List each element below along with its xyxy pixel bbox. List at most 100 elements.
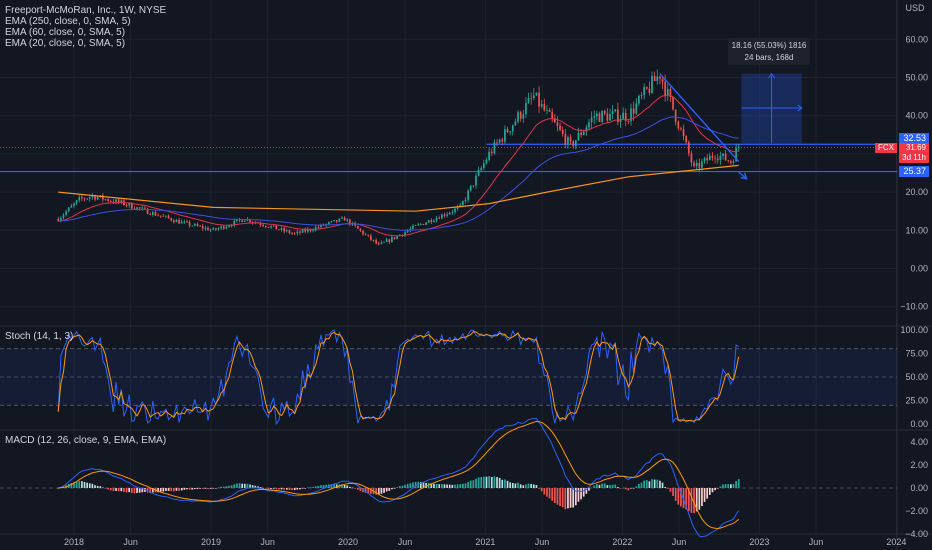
candle-body [527, 97, 530, 104]
macd-histogram-bar [475, 478, 477, 488]
upper-level-tag: 32.53 [899, 133, 929, 144]
macd-histogram-bar [317, 485, 320, 488]
candle-body [128, 203, 131, 206]
candle-body [435, 217, 438, 221]
macd-histogram-bar [309, 487, 312, 488]
macd-histogram-bar [446, 484, 448, 488]
macd-label[interactable]: MACD (12, 26, close, 9, EMA, EMA) [5, 435, 167, 446]
symbol-title[interactable]: Freeport-McMoRan, Inc., 1W, NYSE [5, 5, 167, 16]
macd-histogram-bar [611, 484, 614, 488]
macd-histogram-bar [356, 488, 359, 490]
candle-body [488, 151, 490, 160]
candle-body [638, 95, 640, 104]
candle-body [120, 200, 123, 203]
candle-body [280, 228, 283, 230]
macd-tick-label: −2.00 [905, 506, 928, 516]
ema-20-label[interactable]: EMA (20, close, 0, SMA, 5) [5, 38, 126, 49]
candle-body [73, 203, 75, 206]
candle-body [330, 221, 333, 223]
currency-label: USD [905, 3, 925, 13]
candle-body [356, 225, 359, 229]
macd-histogram-bar [159, 488, 162, 492]
candle-body [427, 220, 430, 223]
candle-body [440, 214, 443, 219]
macd-histogram-bar [270, 488, 272, 489]
macd-histogram-bar [257, 486, 259, 488]
ema-250-label[interactable]: EMA (250, close, 0, SMA, 5) [5, 16, 131, 27]
candle-body [595, 113, 598, 117]
macd-histogram-bar [325, 484, 328, 488]
candle-body [312, 230, 314, 232]
candle-body [259, 223, 262, 225]
macd-histogram-bar [128, 488, 131, 493]
ema-60-label[interactable]: EMA (60, close, 0, SMA, 5) [5, 27, 126, 38]
macd-histogram-bar [322, 485, 325, 488]
macd-histogram-bar [194, 488, 196, 490]
macd-histogram-bar [609, 485, 611, 488]
candle-body [517, 112, 519, 122]
macd-histogram-bar [527, 483, 530, 488]
candle-body [167, 215, 170, 219]
macd-histogram-bar [91, 483, 94, 488]
macd-histogram-bar [230, 485, 233, 488]
macd-histogram-bar [619, 488, 622, 489]
measure-arrow-head [768, 72, 775, 79]
macd-histogram-bar [582, 488, 585, 497]
candle-body [454, 208, 456, 213]
candle-body [212, 228, 215, 230]
candle-body [125, 205, 128, 206]
candle-body [617, 109, 619, 123]
macd-histogram-bar [109, 488, 112, 491]
candle-body [196, 224, 199, 226]
macd-histogram-bar [346, 485, 349, 488]
macd-histogram-bar [296, 488, 299, 490]
macd-histogram-bar [664, 487, 667, 488]
macd-histogram-bar [525, 484, 527, 488]
candle-body [483, 163, 485, 168]
macd-histogram-bar [285, 488, 288, 490]
macd-histogram-bar [666, 488, 669, 489]
candle-body [564, 134, 567, 145]
candle-body [651, 75, 653, 93]
macd-histogram-bar [569, 488, 572, 508]
measure-change: 18.16 (55.03%) 1816 [731, 41, 807, 50]
macd-histogram-bar [380, 488, 383, 494]
macd-histogram-bar [123, 488, 125, 492]
candle-body [574, 140, 577, 147]
candle-body [519, 112, 522, 119]
time-axis-label: 2023 [749, 537, 769, 547]
macd-histogram-bar [588, 488, 590, 491]
candle-body [588, 122, 590, 128]
macd-histogram-bar [572, 488, 575, 508]
candle-body [278, 229, 280, 231]
macd-histogram-bar [556, 488, 559, 505]
macd-histogram-bar [241, 483, 244, 488]
macd-histogram-bar [656, 479, 659, 488]
macd-histogram-bar [719, 486, 722, 488]
candle-body [199, 225, 201, 227]
macd-histogram-bar [306, 487, 309, 489]
macd-histogram-bar [96, 485, 99, 488]
macd-histogram-bar [451, 484, 454, 488]
candle-body [209, 229, 212, 231]
stoch-label[interactable]: Stoch (14, 1, 3) [5, 331, 74, 342]
macd-histogram-bar [349, 486, 351, 488]
macd-histogram-bar [406, 483, 409, 488]
candle-body [191, 225, 194, 227]
macd-histogram-bar [333, 484, 335, 488]
macd-histogram-bar [585, 488, 588, 494]
macd-histogram-bar [180, 488, 183, 491]
macd-histogram-bar [538, 488, 540, 489]
macd-histogram-bar [480, 476, 483, 488]
candle-body [567, 137, 569, 145]
macd-histogram-bar [454, 484, 456, 488]
candle-body [83, 198, 86, 200]
time-axis-label: 2022 [612, 537, 632, 547]
macd-histogram-bar [659, 480, 661, 488]
candle-body [149, 214, 152, 215]
measure-arrow-head [797, 104, 803, 112]
macd-histogram-bar [638, 483, 640, 488]
candle-body [674, 109, 677, 122]
candle-body [601, 111, 603, 122]
